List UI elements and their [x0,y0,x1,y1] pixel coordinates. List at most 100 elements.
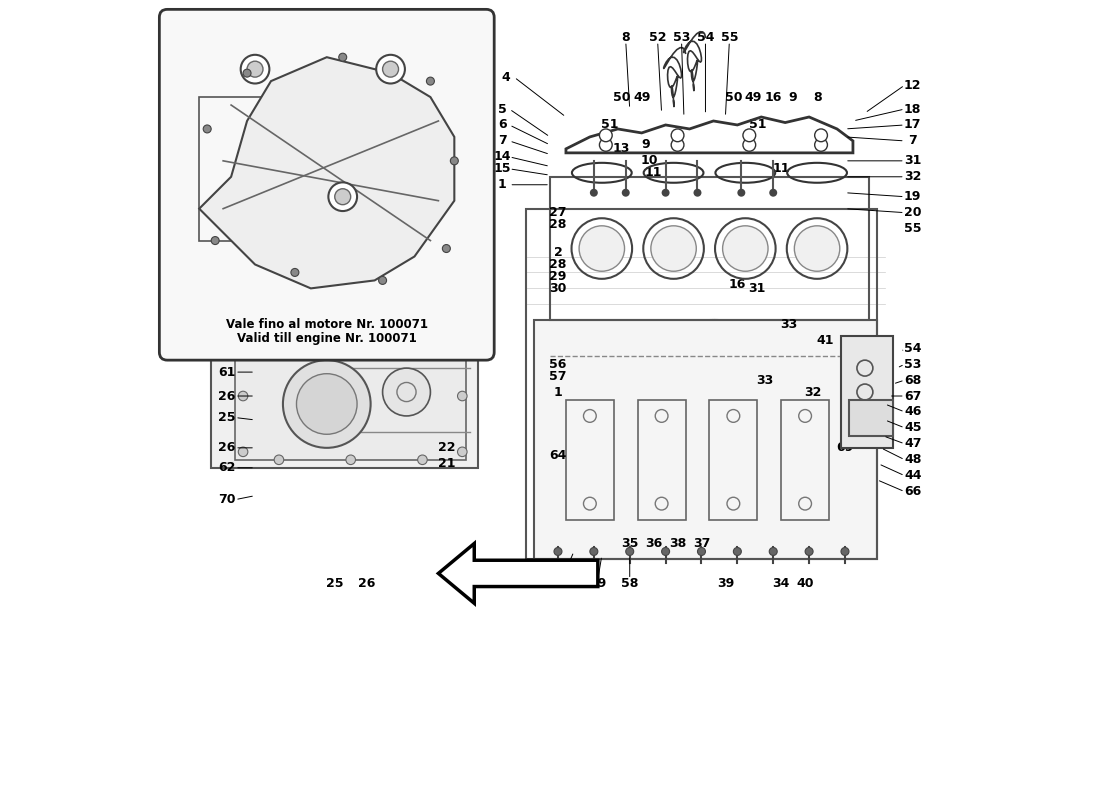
Text: 58: 58 [621,577,638,590]
Circle shape [211,237,219,245]
Text: 64: 64 [549,450,566,462]
Text: 48: 48 [904,454,922,466]
Text: 12: 12 [904,78,922,91]
Circle shape [458,447,468,457]
Text: 65: 65 [234,42,252,56]
Text: 35: 35 [621,537,638,550]
Circle shape [815,129,827,142]
Circle shape [693,189,702,197]
Text: Vale fino al motore Nr. 100071: Vale fino al motore Nr. 100071 [226,318,428,331]
Text: 60: 60 [219,314,235,326]
Text: 5: 5 [498,102,506,115]
Text: 20: 20 [904,206,922,219]
Text: 18: 18 [904,102,922,115]
Text: 60: 60 [421,326,439,338]
Text: 66: 66 [904,485,922,498]
Text: 32: 32 [804,386,822,398]
Text: 13: 13 [613,142,630,155]
Circle shape [339,54,346,61]
Circle shape [297,374,358,434]
Circle shape [334,189,351,205]
Text: 2: 2 [553,246,562,259]
Circle shape [697,547,705,555]
Text: 65: 65 [370,42,387,56]
Text: 59: 59 [219,342,235,354]
Text: 26: 26 [358,577,375,590]
Text: 7: 7 [909,134,917,147]
Circle shape [671,129,684,142]
Text: 61: 61 [219,366,235,378]
Text: 41: 41 [816,334,834,346]
Circle shape [248,61,263,77]
Circle shape [345,327,355,337]
Circle shape [383,368,430,416]
Text: 54: 54 [696,30,714,44]
Circle shape [243,69,251,77]
Text: 43: 43 [856,334,873,346]
Text: 33: 33 [757,374,774,386]
Text: 26: 26 [219,442,235,454]
Circle shape [794,226,839,271]
Circle shape [579,226,625,271]
Circle shape [329,182,358,211]
Circle shape [241,55,270,83]
Text: 1: 1 [553,386,562,398]
Circle shape [239,339,248,349]
Text: 36: 36 [645,537,662,550]
Circle shape [274,455,284,465]
Text: passpo: passpo [544,302,747,466]
Text: 55: 55 [904,222,922,235]
Circle shape [458,339,468,349]
Text: 32: 32 [904,170,922,183]
Text: 15: 15 [494,162,510,175]
Circle shape [450,157,459,165]
Circle shape [600,129,613,142]
Text: 1: 1 [498,178,506,191]
Text: 52: 52 [649,30,667,44]
Text: 34: 34 [772,577,790,590]
Text: 11: 11 [645,166,662,179]
Text: 23: 23 [450,326,468,338]
Text: 51: 51 [601,118,618,131]
Circle shape [376,55,405,83]
Circle shape [742,129,756,142]
Text: 37: 37 [693,537,711,550]
Circle shape [671,138,684,151]
Text: 69: 69 [836,442,854,454]
Circle shape [427,77,434,85]
Circle shape [442,245,450,253]
Text: 21: 21 [438,458,455,470]
Text: 51: 51 [748,118,766,131]
Text: 38: 38 [669,537,686,550]
Text: 16: 16 [764,90,782,103]
Text: 26: 26 [219,390,235,402]
Text: 47: 47 [904,438,922,450]
Polygon shape [535,320,877,559]
Polygon shape [842,336,893,448]
Circle shape [418,327,427,337]
Text: 56: 56 [549,358,566,370]
Text: 6: 6 [498,118,506,131]
Circle shape [769,547,778,555]
Text: 54: 54 [904,342,922,354]
Text: 3: 3 [191,330,199,342]
Circle shape [661,189,670,197]
Text: 59: 59 [398,326,415,338]
Text: 28: 28 [549,258,566,271]
Text: 4: 4 [502,70,510,84]
Circle shape [742,138,756,151]
Text: 7: 7 [498,134,506,147]
Circle shape [815,138,827,151]
Text: 45: 45 [904,422,922,434]
Text: 28: 28 [549,218,566,231]
Text: 22: 22 [438,442,455,454]
Circle shape [590,189,597,197]
Circle shape [842,547,849,555]
Text: 17: 17 [904,118,922,131]
Text: a passpo: a passpo [544,350,732,498]
Circle shape [204,125,211,133]
Text: 27: 27 [549,206,566,219]
Text: 40: 40 [796,577,814,590]
Circle shape [458,391,468,401]
Circle shape [621,189,629,197]
